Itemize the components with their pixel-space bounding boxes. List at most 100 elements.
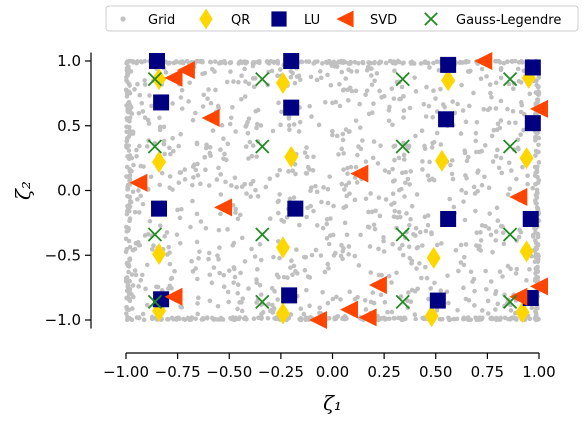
grid-point — [195, 311, 201, 317]
grid-point — [520, 164, 525, 170]
grid-point — [408, 216, 413, 222]
qr-point — [152, 242, 167, 265]
grid-point — [389, 309, 395, 315]
grid-point — [417, 261, 422, 266]
grid-point — [167, 145, 172, 151]
grid-point — [207, 150, 213, 156]
grid-point — [191, 175, 196, 180]
grid-point — [498, 118, 504, 123]
grid-point — [451, 204, 457, 210]
grid-point — [149, 103, 154, 109]
grid-point — [436, 67, 442, 73]
grid-point — [313, 183, 318, 189]
grid-point — [427, 65, 432, 70]
grid-point — [314, 77, 320, 83]
lu-point — [524, 115, 541, 132]
svd-point — [368, 276, 387, 295]
grid-point — [341, 167, 346, 172]
grid-point — [488, 90, 493, 96]
grid-point — [287, 127, 292, 133]
grid-point — [127, 83, 132, 88]
grid-point — [411, 232, 416, 237]
grid-point — [232, 175, 238, 181]
grid-point — [377, 88, 382, 94]
grid-point — [390, 241, 395, 247]
grid-point — [201, 92, 207, 98]
grid-point — [130, 189, 136, 195]
grid-point — [446, 300, 451, 306]
grid-point — [490, 159, 496, 164]
grid-point — [406, 244, 412, 250]
grid-point — [126, 143, 131, 148]
grid-point — [340, 248, 346, 254]
qr-point — [434, 149, 449, 172]
grid-point — [490, 249, 495, 255]
grid-point — [519, 102, 525, 108]
grid-point — [346, 252, 351, 257]
gauss-legendre-point — [502, 294, 518, 310]
grid-point — [373, 208, 378, 214]
grid-point — [251, 84, 257, 90]
grid-point — [171, 148, 176, 154]
grid-point — [418, 61, 424, 66]
grid-point — [244, 191, 249, 196]
grid-point — [123, 236, 129, 242]
grid-point — [398, 214, 403, 220]
grid-point — [376, 272, 382, 278]
grid-point — [176, 143, 181, 149]
grid-point — [132, 268, 138, 273]
grid-point — [460, 108, 466, 113]
grid-point — [254, 121, 260, 127]
grid-point — [446, 315, 451, 321]
grid-point — [407, 105, 413, 111]
grid-point — [355, 294, 360, 300]
grid-point — [276, 198, 281, 204]
grid-point — [471, 184, 477, 190]
grid-point — [434, 242, 440, 248]
grid-point — [346, 244, 352, 249]
grid-point — [390, 191, 396, 197]
grid-point — [401, 152, 407, 158]
grid-point — [381, 249, 387, 254]
grid-point — [174, 232, 180, 237]
grid-point — [420, 315, 425, 321]
grid-point — [389, 280, 394, 285]
grid-point — [182, 167, 188, 172]
grid-point — [235, 316, 240, 321]
grid-point — [505, 106, 510, 112]
grid-point — [222, 151, 227, 157]
grid-point — [297, 222, 302, 228]
grid-point — [340, 137, 346, 143]
grid-point — [408, 169, 414, 174]
grid-point — [352, 59, 358, 65]
grid-point — [391, 59, 397, 64]
grid-point — [378, 143, 383, 149]
grid-point — [483, 286, 489, 292]
grid-point — [472, 288, 477, 294]
grid-point — [291, 122, 297, 127]
grid-point — [368, 73, 374, 78]
grid-point — [146, 121, 152, 126]
grid-point — [294, 74, 300, 79]
grid-point — [298, 77, 303, 82]
grid-point — [227, 121, 233, 127]
grid-point — [414, 266, 419, 271]
grid-point — [167, 151, 173, 157]
grid-point — [123, 249, 129, 255]
grid-point — [233, 210, 238, 215]
grid-point — [325, 200, 331, 206]
svd-point — [214, 198, 233, 217]
grid-point — [238, 212, 243, 218]
grid-point — [235, 290, 241, 296]
x-axis-label: ζ₁ — [323, 391, 342, 415]
grid-point — [325, 186, 331, 192]
grid-point — [250, 143, 256, 148]
grid-point — [505, 263, 511, 269]
lu-point — [153, 291, 170, 308]
grid-point — [339, 242, 344, 248]
grid-point — [331, 203, 336, 209]
grid-point — [489, 133, 495, 139]
grid-point — [498, 98, 504, 104]
grid-point — [508, 308, 514, 313]
grid-point — [162, 151, 167, 157]
